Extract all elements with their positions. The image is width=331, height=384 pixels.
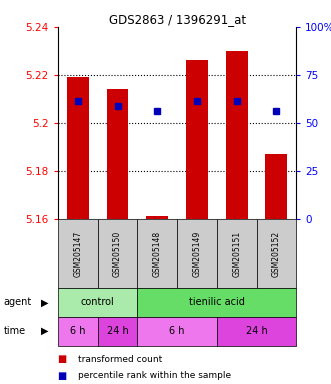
Bar	[265, 154, 287, 219]
Bar	[107, 89, 128, 219]
Text: 24 h: 24 h	[107, 326, 128, 336]
Text: GSM205147: GSM205147	[73, 230, 82, 276]
Bar	[98, 219, 137, 288]
Text: ▶: ▶	[41, 326, 48, 336]
Text: ■: ■	[58, 371, 70, 381]
Bar	[177, 219, 217, 288]
Bar	[58, 288, 137, 317]
Text: control: control	[81, 297, 115, 308]
Text: 6 h: 6 h	[169, 326, 185, 336]
Text: 24 h: 24 h	[246, 326, 267, 336]
Bar	[257, 219, 296, 288]
Bar	[186, 60, 208, 219]
Text: GSM205149: GSM205149	[192, 230, 202, 276]
Text: 6 h: 6 h	[70, 326, 85, 336]
Text: ▶: ▶	[41, 297, 48, 308]
Text: transformed count: transformed count	[78, 354, 162, 364]
Bar	[137, 219, 177, 288]
Bar	[98, 317, 137, 346]
Bar	[67, 77, 89, 219]
Bar	[137, 317, 217, 346]
Bar	[58, 219, 98, 288]
Bar	[217, 219, 257, 288]
Title: GDS2863 / 1396291_at: GDS2863 / 1396291_at	[109, 13, 246, 26]
Text: agent: agent	[3, 297, 31, 308]
Bar	[58, 317, 98, 346]
Text: GSM205148: GSM205148	[153, 230, 162, 276]
Bar	[146, 217, 168, 219]
Text: GSM205150: GSM205150	[113, 230, 122, 276]
Text: percentile rank within the sample: percentile rank within the sample	[78, 371, 231, 380]
Text: GSM205151: GSM205151	[232, 230, 241, 276]
Text: tienilic acid: tienilic acid	[189, 297, 245, 308]
Bar	[226, 51, 248, 219]
Text: time: time	[3, 326, 25, 336]
Text: GSM205152: GSM205152	[272, 230, 281, 276]
Bar	[217, 317, 296, 346]
Text: ■: ■	[58, 354, 70, 364]
Bar	[137, 288, 296, 317]
